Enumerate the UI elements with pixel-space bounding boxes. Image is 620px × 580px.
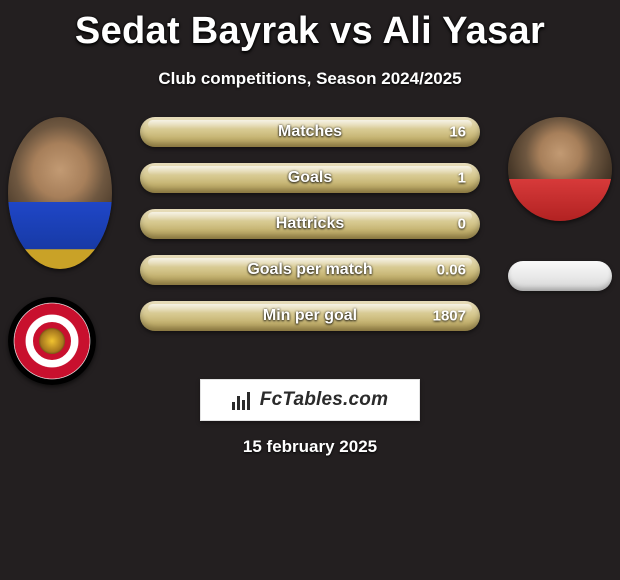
stat-label: Goals	[288, 169, 332, 187]
stats-bars: Matches 16 Goals 1 Hattricks 0 Goals per…	[140, 117, 480, 347]
brand-label: FcTables.com	[260, 389, 388, 411]
stat-label: Goals per match	[247, 261, 372, 279]
player-left-column	[8, 117, 112, 385]
stat-label: Matches	[278, 123, 342, 141]
player-left-avatar	[8, 117, 112, 269]
stat-value-right: 1	[458, 170, 466, 187]
date-label: 15 february 2025	[243, 437, 377, 457]
subtitle: Club competitions, Season 2024/2025	[0, 69, 620, 89]
page-title: Sedat Bayrak vs Ali Yasar	[0, 0, 620, 53]
stat-bar-goals-per-match: Goals per match 0.06	[140, 255, 480, 285]
stat-value-right: 0	[458, 216, 466, 233]
brand-chart-icon	[232, 390, 256, 410]
stat-bar-goals: Goals 1	[140, 163, 480, 193]
player-left-club-crest	[8, 297, 96, 385]
player-right-avatar	[508, 117, 612, 221]
player-right-column	[508, 117, 612, 291]
brand-watermark: FcTables.com	[200, 379, 420, 421]
player-right-club-crest	[508, 261, 612, 291]
stat-bar-matches: Matches 16	[140, 117, 480, 147]
stat-bar-hattricks: Hattricks 0	[140, 209, 480, 239]
stat-value-right: 0.06	[437, 262, 466, 279]
stat-label: Min per goal	[263, 307, 357, 325]
stat-value-right: 16	[449, 124, 466, 141]
stat-value-right: 1807	[433, 308, 466, 325]
stat-label: Hattricks	[276, 215, 344, 233]
stat-bar-min-per-goal: Min per goal 1807	[140, 301, 480, 331]
